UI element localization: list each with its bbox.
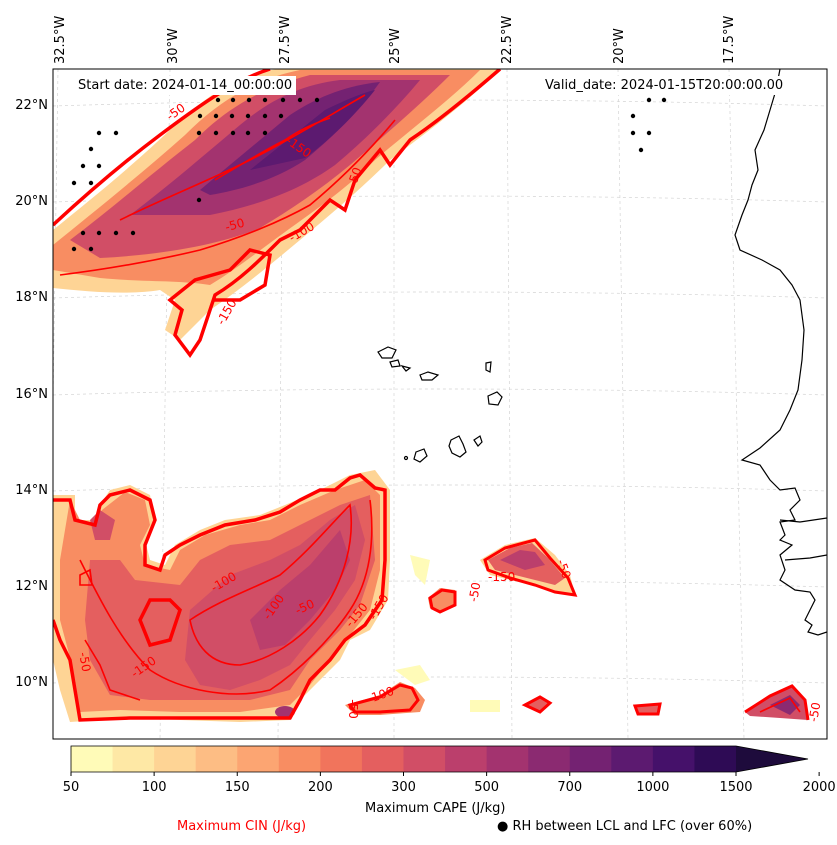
colorbar-tick-label: 150 [224, 780, 250, 795]
cin-contour-small-cells [347, 538, 810, 721]
colorbar-tick-label: 50 [62, 780, 80, 795]
colorbar-tick-label: 500 [474, 780, 500, 795]
colorbar-tick-label: 1500 [719, 780, 753, 795]
latitude-label: 22°N [15, 98, 48, 113]
start-date-label: Start date: 2024-01-14_00:00:00 [74, 76, 297, 95]
latitude-label: 10°N [15, 675, 48, 690]
map-frame [52, 68, 828, 740]
latitude-label: 12°N [15, 579, 48, 594]
colorbar-tick-label: 2000 [802, 780, 836, 795]
colorbar-tick-label: 700 [557, 780, 583, 795]
latitude-label: 14°N [15, 483, 48, 498]
longitude-label: 32.5°W [53, 15, 68, 64]
longitude-label: 20°W [612, 28, 627, 64]
colorbar-title: Maximum CAPE (J/kg) [365, 801, 506, 816]
colorbar-tick-label: 200 [307, 780, 333, 795]
valid-date-label: Valid_date: 2024-01-15T20:00:00.00 [541, 76, 788, 95]
colorbar-tick-label: 100 [141, 780, 167, 795]
longitude-label: 22.5°W [500, 15, 515, 64]
latitude-label: 18°N [15, 290, 48, 305]
longitude-label: 17.5°W [722, 15, 737, 64]
cin-contour-label: -150 [488, 570, 516, 584]
rh-marker-icon: ● [497, 819, 509, 834]
cin-legend-label: Maximum CIN (J/kg) [177, 819, 307, 834]
rh-legend: ● RH between LCL and LFC (over 60%) [497, 819, 752, 834]
cape-region-northwest [53, 69, 500, 340]
rh-legend-label: RH between LCL and LFC (over 60%) [512, 819, 753, 834]
latitude-label: 16°N [15, 387, 48, 402]
cin-contour-southwest [53, 473, 387, 722]
colorbar-tick-label: 1000 [636, 780, 670, 795]
latitude-label: 20°N [15, 194, 48, 209]
longitude-label: 27.5°W [278, 15, 293, 64]
cin-contour-label: -50 [345, 699, 360, 719]
rh-markers [71, 97, 667, 252]
coastline [734, 69, 827, 636]
cape-region-southwest [53, 470, 390, 722]
longitude-label: 30°W [166, 28, 181, 64]
colorbar-tick-label: 300 [391, 780, 416, 795]
longitude-label: 25°W [388, 28, 403, 64]
islands [377, 346, 503, 463]
